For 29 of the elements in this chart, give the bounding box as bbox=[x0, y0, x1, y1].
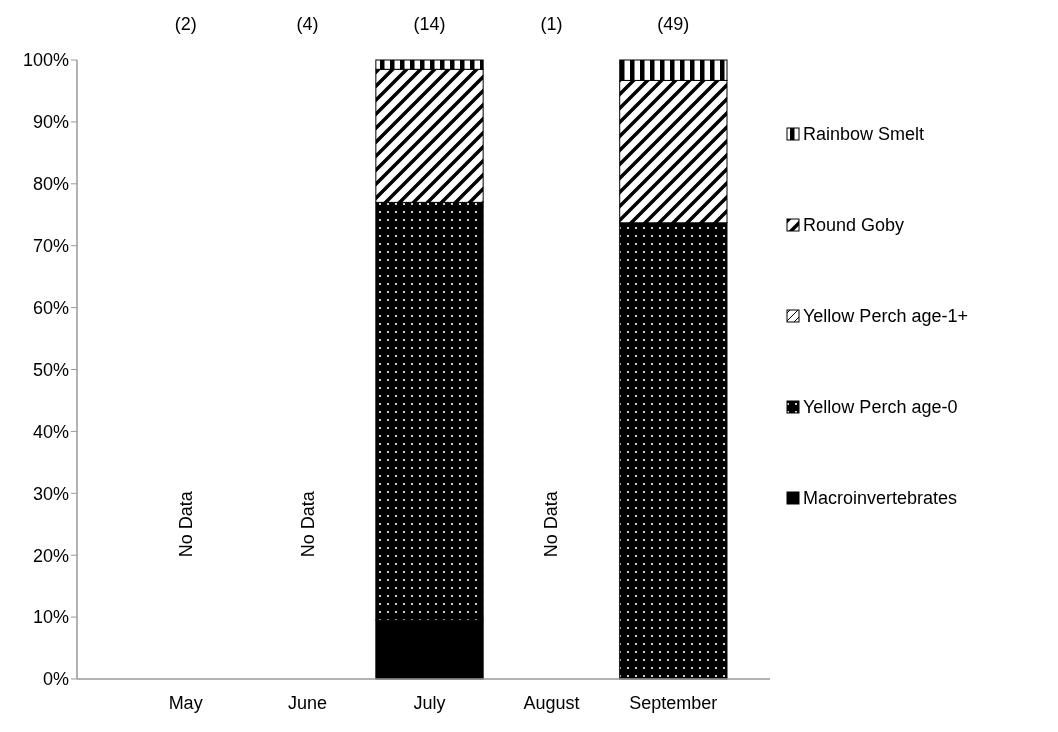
legend-label: Yellow Perch age-1+ bbox=[803, 306, 968, 327]
x-tick-label: July bbox=[413, 693, 446, 713]
x-tick-label: September bbox=[629, 693, 718, 713]
y-tick-label: 100% bbox=[22, 50, 69, 71]
y-tick-label: 80% bbox=[32, 174, 69, 195]
y-tick-label: 50% bbox=[32, 359, 69, 380]
y-tick-label: 10% bbox=[32, 607, 69, 628]
annotation: No Data bbox=[541, 490, 562, 558]
text: (14) bbox=[413, 14, 446, 34]
y-tick-label: 70% bbox=[32, 236, 69, 256]
y-tick-label: 0% bbox=[42, 669, 69, 690]
legend-label: Macroinvertebrates bbox=[803, 488, 958, 509]
legend-label: Rainbow Smelt bbox=[803, 124, 925, 145]
x-tick-label: June bbox=[288, 693, 328, 713]
x-tick-label: May bbox=[168, 693, 203, 713]
text: (4) bbox=[296, 14, 319, 34]
y-tick-label: 60% bbox=[32, 297, 69, 318]
text: (2) bbox=[174, 14, 197, 34]
annotation: No Data bbox=[175, 490, 196, 558]
x-tick-label: August bbox=[523, 693, 580, 713]
y-tick-label: 40% bbox=[32, 421, 69, 442]
text: (1) bbox=[540, 14, 563, 34]
legend-label: Round Goby bbox=[803, 215, 905, 236]
text: (49) bbox=[657, 14, 690, 34]
y-tick-label: 90% bbox=[32, 112, 69, 133]
y-tick-label: 20% bbox=[32, 545, 69, 566]
annotation: No Data bbox=[297, 490, 318, 558]
legend-label: Yellow Perch age-0 bbox=[803, 397, 958, 418]
y-tick-label: 30% bbox=[32, 483, 69, 504]
